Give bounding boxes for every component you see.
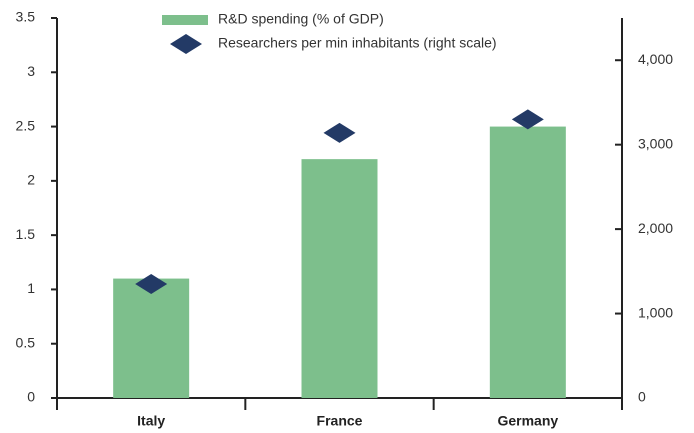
marker — [323, 122, 356, 143]
y2-tick-label: 0 — [638, 389, 646, 405]
x-tick-label: Germany — [497, 413, 558, 429]
legend-swatch — [162, 15, 208, 25]
legend-label: Researchers per min inhabitants (right s… — [218, 35, 497, 51]
x-tick-label: Italy — [137, 413, 165, 429]
x-tick-label: France — [317, 413, 363, 429]
legend-swatch — [170, 34, 202, 54]
legend-label: R&D spending (% of GDP) — [218, 11, 384, 27]
y-tick-label: 3.5 — [16, 9, 36, 25]
y-tick-label: 2 — [27, 172, 35, 188]
y2-tick-label: 2,000 — [638, 220, 673, 236]
y2-tick-label: 1,000 — [638, 304, 673, 320]
y-tick-label: 1 — [27, 280, 35, 296]
bar — [489, 126, 566, 399]
marker — [511, 109, 544, 130]
y-tick-label: 2.5 — [16, 117, 36, 133]
y-tick-label: 0 — [27, 389, 35, 405]
y2-tick-label: 3,000 — [638, 135, 673, 151]
y-tick-label: 0.5 — [16, 334, 36, 350]
y2-tick-label: 4,000 — [638, 51, 673, 67]
marker — [135, 274, 168, 294]
bar — [113, 278, 190, 398]
y-tick-label: 3 — [27, 63, 35, 79]
y-tick-label: 1.5 — [16, 226, 36, 242]
bar — [301, 159, 378, 398]
